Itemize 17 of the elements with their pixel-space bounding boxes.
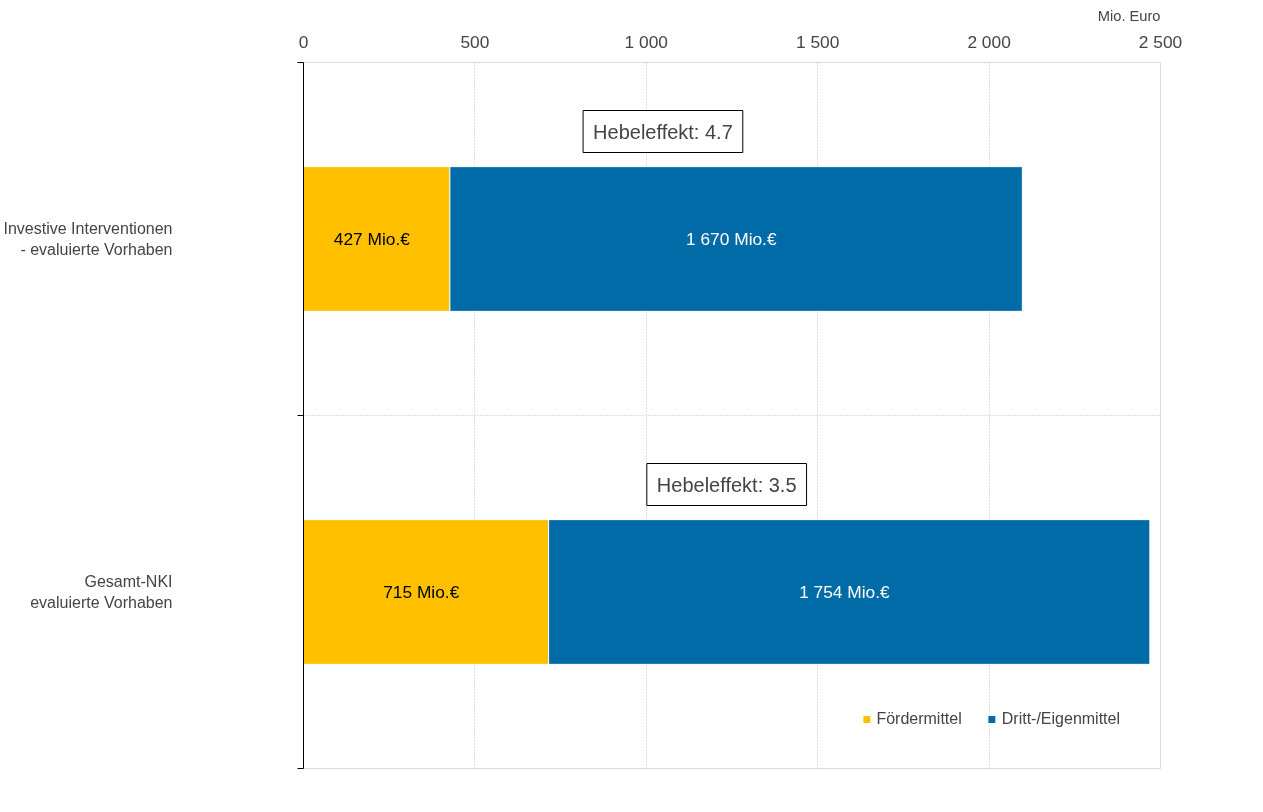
- x-tick-label: 2 500: [1138, 31, 1183, 52]
- x-tick-label: 1 000: [624, 31, 668, 52]
- x-tick-label: 0: [298, 31, 309, 52]
- x-axis-title: Mio. Euro: [1097, 7, 1161, 24]
- y-tick-label: Gesamt-NKI evaluierte Vorhaben: [30, 573, 173, 611]
- legend-label: Fördermittel: [876, 710, 962, 728]
- data-label: 715 Mio.€: [383, 582, 460, 602]
- data-label: 427 Mio.€: [333, 229, 411, 249]
- data-label: 1 754 Mio.€: [799, 582, 891, 602]
- legend-label: Dritt-/Eigenmittel: [1001, 710, 1120, 728]
- annotation: Hebeleffekt: 3.5: [656, 473, 797, 496]
- data-label: 1 670 Mio.€: [686, 229, 777, 249]
- x-tick-label: 2 000: [967, 31, 1011, 52]
- annotation: Hebeleffekt: 4.7: [593, 120, 733, 143]
- y-tick-label: Investive Interventionen - evaluierte Vorhaben: [3, 220, 173, 258]
- x-tick-label: 500: [460, 31, 490, 52]
- x-tick-label: 1 500: [796, 31, 840, 52]
